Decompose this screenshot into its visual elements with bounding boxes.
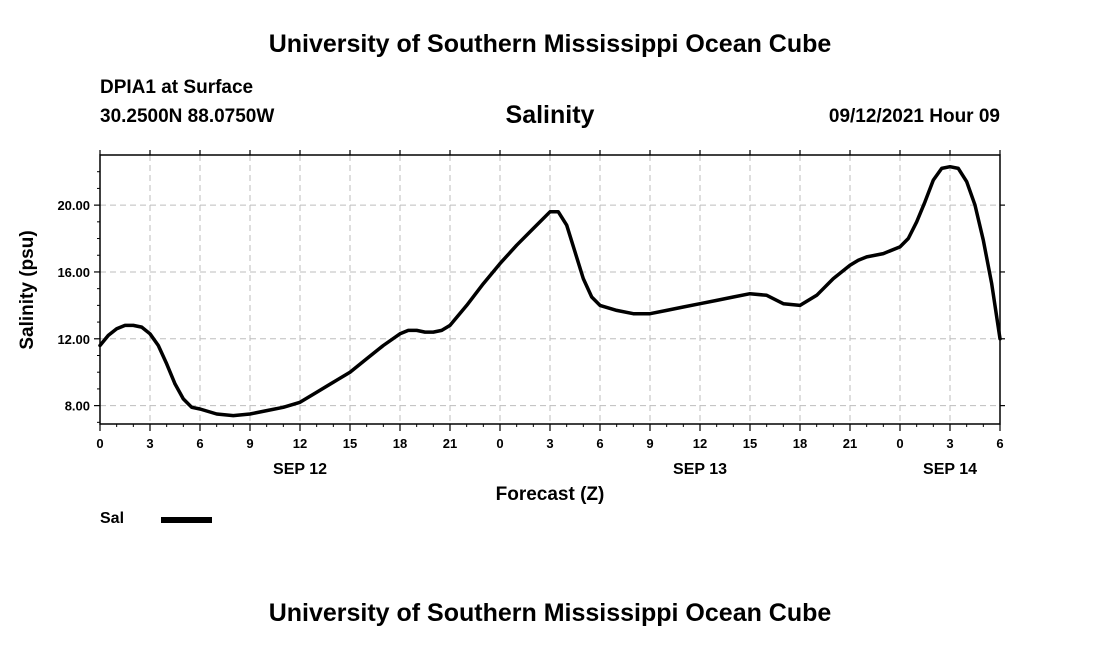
- x-tick-label: 0: [496, 436, 503, 451]
- x-tick-label: 0: [96, 436, 103, 451]
- day-label: SEP 12: [273, 461, 327, 478]
- x-tick-label: 18: [393, 436, 407, 451]
- x-tick-label: 15: [343, 436, 357, 451]
- x-tick-label: 3: [146, 436, 153, 451]
- x-tick-label: 12: [693, 436, 707, 451]
- salinity-series-line: [98, 164, 1002, 418]
- x-tick-label: 6: [196, 436, 203, 451]
- x-tick-label: 21: [843, 436, 857, 451]
- footer-title: University of Southern Mississippi Ocean…: [268, 599, 832, 627]
- y-tick-label: 20.00: [57, 198, 90, 213]
- station-label: DPIA1 at Surface: [100, 77, 254, 98]
- x-tick-label: 9: [246, 436, 253, 451]
- x-tick-label: 21: [443, 436, 457, 451]
- x-tick-label: 3: [546, 436, 553, 451]
- variable-title: Salinity: [505, 101, 595, 129]
- day-label: SEP 13: [673, 461, 727, 478]
- x-tick-label: 12: [293, 436, 307, 451]
- x-tick-label: 3: [946, 436, 953, 451]
- tick-labels: 0 3 6 9 12 15 18 21 0 3 6 9 12 15 18 21 0 3 6 8.00 12.00 16.0…: [57, 198, 1003, 478]
- y-tick-label: 8.00: [65, 399, 90, 414]
- y-tick-label: 12.00: [57, 332, 90, 347]
- legend-line-swatch: [161, 517, 212, 523]
- x-tick-label: 18: [793, 436, 807, 451]
- legend-label: Sal: [100, 510, 125, 527]
- page-title: University of Southern Mississippi Ocean…: [268, 30, 832, 58]
- x-tick-label: 9: [646, 436, 653, 451]
- day-label: SEP 14: [923, 461, 977, 478]
- x-tick-label: 0: [896, 436, 903, 451]
- y-tick-label: 16.00: [57, 265, 90, 280]
- x-axis-label: Forecast (Z): [496, 484, 605, 505]
- grid-lines: [100, 155, 1000, 424]
- x-tick-label: 6: [996, 436, 1003, 451]
- plot-frame: [99, 154, 1001, 425]
- x-tick-label: 6: [596, 436, 603, 451]
- x-tick-label: 15: [743, 436, 757, 451]
- y-axis-label: Salinity (psu): [17, 230, 38, 349]
- coordinates-label: 30.2500N 88.0750W: [100, 106, 275, 127]
- datetime-label: 09/12/2021 Hour 09: [828, 106, 1000, 127]
